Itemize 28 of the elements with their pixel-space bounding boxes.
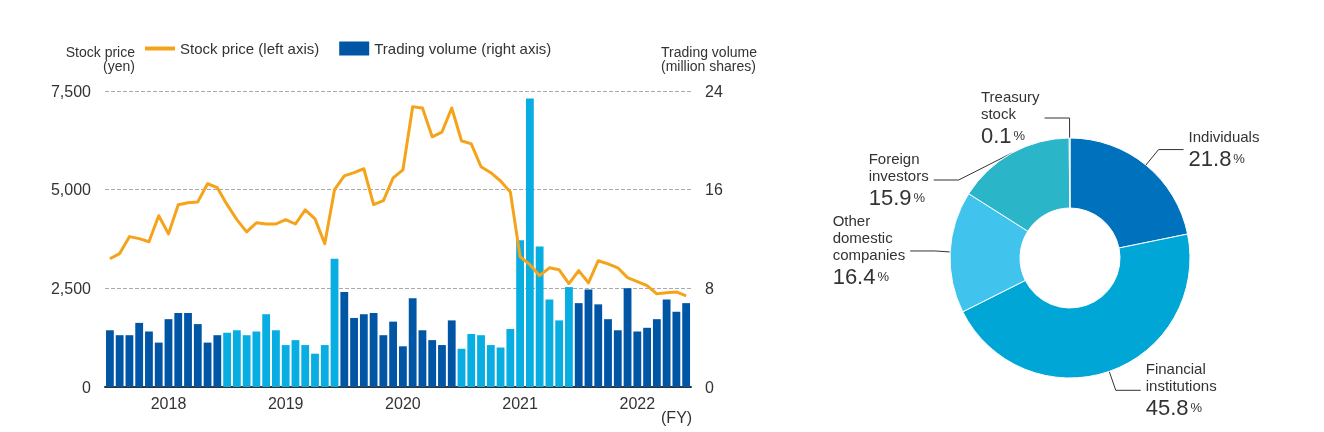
data-label: 21.8%	[1188, 145, 1246, 171]
x-tick-label: 2020	[385, 394, 421, 412]
legend-label: Trading volume (right axis)	[374, 40, 552, 57]
data-label: 16.4%	[832, 263, 890, 289]
x-tick-label: 2022	[619, 394, 656, 412]
y2-tick-label: 16	[705, 181, 723, 199]
y-tick-label: 5,000	[50, 181, 92, 199]
x-tick-label: 2021	[502, 394, 538, 412]
slice-label: Foreign investors	[868, 150, 929, 184]
x-tick-label: 2018	[150, 394, 187, 412]
slice-label: Other domestic companies	[832, 212, 906, 264]
y2-tick-label: 8	[705, 279, 715, 297]
legend-label: Stock price (left axis)	[180, 40, 320, 57]
data-label: 15.9%	[868, 184, 926, 210]
x-tick-label: 2019	[267, 394, 304, 412]
y-tick-label: 0	[82, 378, 92, 396]
y-tick-label: 7,500	[50, 82, 92, 100]
slice-label: Financial institutions	[1145, 360, 1217, 395]
y2-tick-label: 0	[705, 378, 715, 396]
slice-label: Individuals	[1188, 128, 1260, 146]
x-axis-title: (FY)	[661, 408, 693, 426]
y2-tick-label: 24	[705, 82, 723, 100]
data-label: 45.8%	[1145, 394, 1203, 420]
slice-label: Treasury stock	[980, 88, 1041, 122]
y-tick-label: 2,500	[50, 279, 92, 297]
y-axis-title: Stock price (yen)	[65, 44, 136, 74]
data-label: 0.1%	[980, 122, 1026, 148]
y2-axis-title: Trading volume (million shares)	[661, 44, 758, 74]
